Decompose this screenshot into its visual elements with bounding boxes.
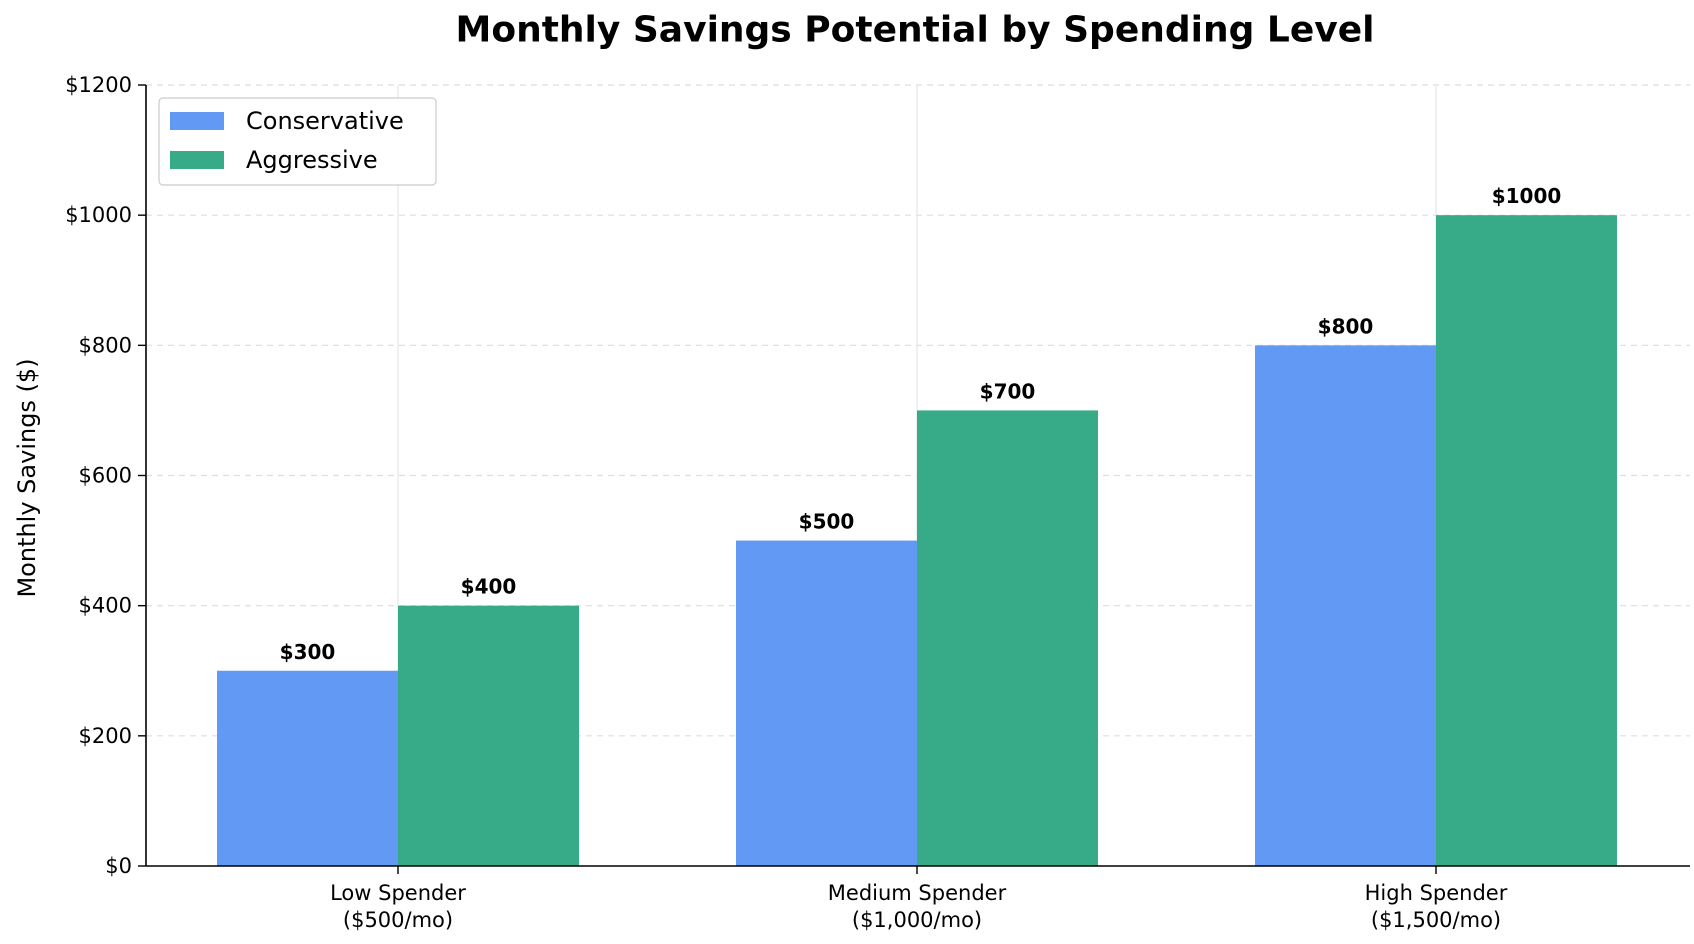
y-tick-label: $200 — [79, 724, 132, 748]
x-tick-label: ($1,000/mo) — [852, 908, 982, 932]
data-label: $400 — [461, 575, 517, 599]
x-tick-label: Medium Spender — [828, 881, 1007, 905]
legend-swatch-aggressive — [170, 151, 224, 169]
axes: $0 $200 $400 $600 $800 $1000 $1200 Low Spender (… — [65, 73, 1690, 932]
y-tick-label: $800 — [79, 333, 132, 357]
legend-box — [158, 97, 437, 186]
legend-swatch-conservative — [170, 112, 224, 130]
chart-title: Monthly Savings Potential by Spending Le… — [456, 10, 1375, 51]
bar-conservative-0 — [217, 670, 398, 866]
bar-conservative-2 — [1255, 345, 1436, 866]
bar-conservative-1 — [736, 540, 917, 866]
y-tick-label: $1200 — [65, 73, 132, 97]
x-tick-label: ($1,500/mo) — [1371, 908, 1501, 932]
bar-aggressive-0 — [398, 605, 579, 866]
y-tick-label: $1000 — [65, 203, 132, 227]
bars — [217, 215, 1617, 866]
data-label: $300 — [280, 640, 336, 664]
legend-label: Conservative — [246, 107, 404, 135]
x-tick-label: ($500/mo) — [343, 908, 453, 932]
data-label: $1000 — [1492, 184, 1562, 208]
bar-aggressive-1 — [917, 410, 1098, 866]
data-label: $700 — [980, 379, 1036, 403]
data-label: $800 — [1318, 314, 1374, 338]
y-tick-label: $400 — [79, 594, 132, 618]
x-tick-label: Low Spender — [330, 881, 466, 905]
y-axis-label: Monthly Savings ($) — [13, 358, 41, 597]
data-label: $500 — [799, 510, 855, 534]
y-tick-label: $0 — [105, 854, 132, 878]
legend: Conservative Aggressive — [158, 97, 437, 186]
data-labels: $300 $500 $800 $400 $700 $1000 — [280, 184, 1562, 664]
y-tick-label: $600 — [79, 464, 132, 488]
legend-label: Aggressive — [246, 146, 378, 174]
bar-aggressive-2 — [1436, 215, 1617, 866]
x-tick-label: High Spender — [1365, 881, 1508, 905]
